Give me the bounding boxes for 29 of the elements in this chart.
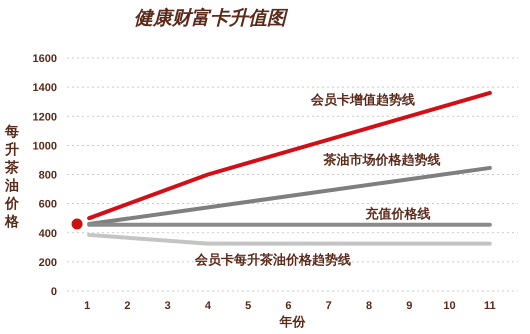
x-tick-label: 5 xyxy=(245,300,252,312)
x-tick-label: 2 xyxy=(124,300,130,312)
x-tick-label: 1 xyxy=(84,300,90,312)
series-label: 茶油市场价格趋势线 xyxy=(322,152,440,168)
x-tick-label: 6 xyxy=(285,300,292,312)
x-tick-label: 8 xyxy=(366,300,372,312)
会员卡每升茶油价格趋势线: 会员卡每升茶油价格趋势线 xyxy=(87,232,492,267)
y-tick-label: 1600 xyxy=(32,53,57,65)
x-tick-label: 4 xyxy=(204,300,212,312)
y-tick-label: 1000 xyxy=(32,140,57,152)
充值价格线: 充值价格线 xyxy=(87,206,492,227)
x-tick-label: 11 xyxy=(484,300,496,312)
x-tick-label: 10 xyxy=(443,300,456,312)
y-tick-label: 600 xyxy=(38,198,57,211)
y-tick-label: 1400 xyxy=(32,82,57,94)
x-tick-label: 7 xyxy=(326,300,332,312)
y-tick-label: 400 xyxy=(38,228,57,240)
series-label: 会员卡增值趋势线 xyxy=(310,92,415,108)
x-axis-title: 年份 xyxy=(278,314,306,329)
series-label: 会员卡每升茶油价格趋势线 xyxy=(194,252,352,267)
y-tick-label: 0 xyxy=(50,286,57,298)
x-tick-label: 9 xyxy=(406,300,412,312)
y-tick-label: 1200 xyxy=(32,111,57,124)
y-axis-title: 每升茶油价格 xyxy=(4,123,20,229)
series-label: 充值价格线 xyxy=(364,206,430,221)
x-tick-label: 3 xyxy=(164,300,171,312)
y-tick-label: 800 xyxy=(38,170,57,182)
chart-title: 健康财富卡升值图 xyxy=(134,7,289,29)
y-tick-label: 200 xyxy=(38,256,57,269)
